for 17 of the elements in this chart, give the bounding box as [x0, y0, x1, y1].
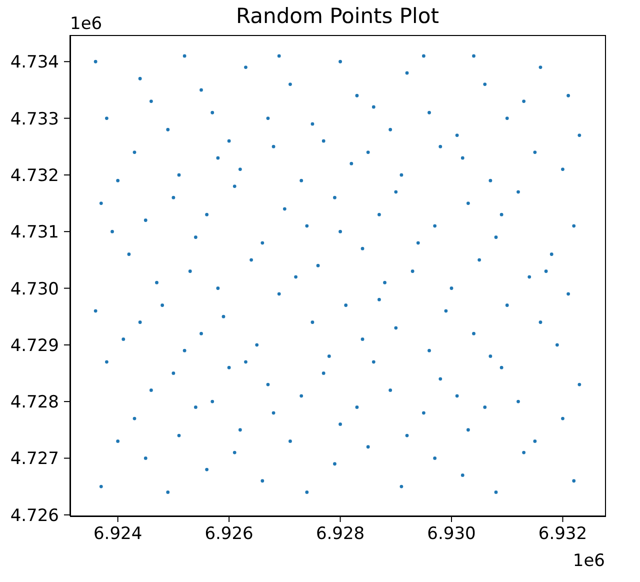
y-tick-label: 4.730: [10, 279, 59, 300]
y-tick-label: 4.734: [10, 52, 59, 73]
y-tick-label: 4.731: [10, 222, 59, 243]
x-tick-label: 6.928: [316, 524, 365, 544]
y-tick-label: 4.728: [10, 392, 59, 413]
text: 1e6: [572, 551, 605, 571]
y-tick-label: 4.733: [10, 109, 59, 130]
x-tick-label: 6.926: [204, 524, 254, 544]
y-tick-label: 4.732: [10, 166, 59, 186]
x-tick-label: 6.932: [538, 524, 588, 544]
x-tick-label: 6.924: [93, 524, 142, 544]
y-tick-label: 4.727: [10, 449, 59, 470]
y-tick-label: 4.726: [10, 506, 59, 526]
text: 1e6: [70, 14, 102, 34]
y-tick-label: 4.729: [10, 336, 59, 356]
x-tick-label: 6.930: [427, 524, 476, 544]
chart-title: Random Points Plot: [236, 4, 439, 28]
